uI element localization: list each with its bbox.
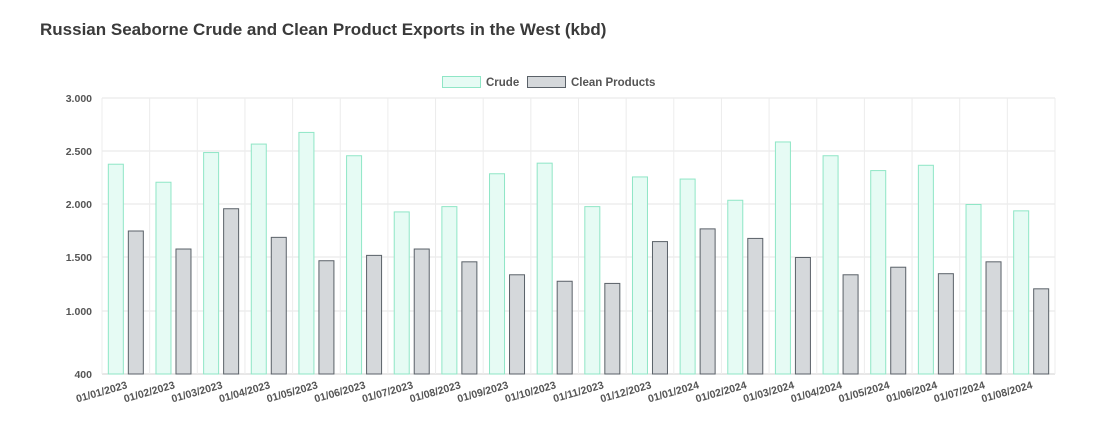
bar-crude[interactable] <box>250 143 267 375</box>
bar-clean-products[interactable] <box>127 230 144 375</box>
bar-crude[interactable] <box>441 206 458 375</box>
bar-crude[interactable] <box>1013 210 1030 375</box>
legend-item-crude[interactable]: Crude <box>442 76 520 90</box>
x-tick-label: 01/06/2023 <box>313 379 367 405</box>
legend-swatch <box>442 76 481 88</box>
y-tick-label: 400 <box>74 369 92 381</box>
bar-crude[interactable] <box>203 152 220 375</box>
legend-label: Crude <box>486 77 519 89</box>
bar-clean-products[interactable] <box>509 274 526 375</box>
x-tick-label: 01/03/2024 <box>742 379 796 405</box>
bar-clean-products[interactable] <box>223 208 240 375</box>
bar-clean-products[interactable] <box>651 241 668 375</box>
bar-clean-products[interactable] <box>747 237 764 375</box>
bar-clean-products[interactable] <box>175 248 192 375</box>
bar-clean-products[interactable] <box>937 273 954 375</box>
x-tick-label: 01/05/2023 <box>265 379 319 405</box>
bar-clean-products[interactable] <box>556 280 573 375</box>
x-tick-label: 01/02/2024 <box>694 379 748 405</box>
bar-crude[interactable] <box>774 141 791 375</box>
x-tick-label: 01/04/2023 <box>218 379 272 405</box>
bar-crude[interactable] <box>631 176 648 375</box>
bar-clean-products[interactable] <box>794 257 811 375</box>
bar-clean-products[interactable] <box>461 261 478 375</box>
x-tick-label: 01/01/2023 <box>75 379 129 405</box>
bar-crude[interactable] <box>298 131 315 375</box>
bar-crude[interactable] <box>727 199 744 375</box>
y-tick-label: 2.000 <box>66 199 92 211</box>
legend-swatch <box>527 76 566 88</box>
bars <box>107 131 1050 375</box>
bar-crude[interactable] <box>584 206 601 375</box>
x-axis: 01/01/202301/02/202301/03/202301/04/2023… <box>75 379 1034 405</box>
bar-crude[interactable] <box>393 211 410 375</box>
bar-clean-products[interactable] <box>1033 288 1050 375</box>
bar-crude[interactable] <box>679 178 696 375</box>
bar-clean-products[interactable] <box>985 261 1002 375</box>
x-tick-label: 01/01/2024 <box>647 379 701 405</box>
x-tick-label: 01/11/2023 <box>552 379 605 405</box>
x-tick-label: 01/10/2023 <box>504 379 558 405</box>
x-tick-label: 01/06/2024 <box>885 379 939 405</box>
bar-crude[interactable] <box>917 164 934 375</box>
bar-crude[interactable] <box>489 173 506 375</box>
y-tick-label: 1.500 <box>66 252 92 264</box>
x-tick-label: 01/08/2024 <box>980 379 1034 405</box>
bar-crude[interactable] <box>536 162 553 375</box>
x-tick-label: 01/12/2023 <box>599 379 653 405</box>
x-tick-label: 01/05/2024 <box>837 379 891 405</box>
y-tick-label: 2.500 <box>66 146 92 158</box>
bar-crude[interactable] <box>107 163 124 375</box>
bar-crude[interactable] <box>155 181 172 375</box>
legend-label: Clean Products <box>571 77 655 89</box>
y-tick-label: 3.000 <box>66 93 92 105</box>
x-tick-label: 01/03/2023 <box>170 379 224 405</box>
bar-crude[interactable] <box>965 204 982 375</box>
bar-clean-products[interactable] <box>366 254 383 375</box>
x-tick-label: 01/07/2023 <box>361 379 415 405</box>
y-tick-label: 1.000 <box>66 306 92 318</box>
bar-crude[interactable] <box>346 155 363 375</box>
bar-clean-products[interactable] <box>318 260 335 375</box>
bar-clean-products[interactable] <box>842 274 859 375</box>
bar-clean-products[interactable] <box>890 266 907 375</box>
bar-crude[interactable] <box>822 155 839 375</box>
bar-crude[interactable] <box>870 170 887 375</box>
x-tick-label: 01/09/2023 <box>456 379 510 405</box>
chart-title: Russian Seaborne Crude and Clean Product… <box>40 20 607 39</box>
bar-clean-products[interactable] <box>270 236 287 375</box>
legend[interactable]: Crude Clean Products <box>442 76 656 90</box>
x-tick-label: 01/02/2023 <box>122 379 176 405</box>
y-axis: 400 1.000 1.500 2.000 2.500 3.000 <box>66 93 92 381</box>
x-tick-label: 01/07/2024 <box>933 379 987 405</box>
x-tick-label: 01/04/2024 <box>790 379 844 405</box>
grid <box>101 97 1056 375</box>
bar-clean-products[interactable] <box>699 228 716 375</box>
bar-clean-products[interactable] <box>604 282 621 375</box>
x-tick-label: 01/08/2023 <box>408 379 462 405</box>
bar-clean-products[interactable] <box>413 248 430 375</box>
legend-item-clean-products[interactable]: Clean Products <box>527 76 656 90</box>
